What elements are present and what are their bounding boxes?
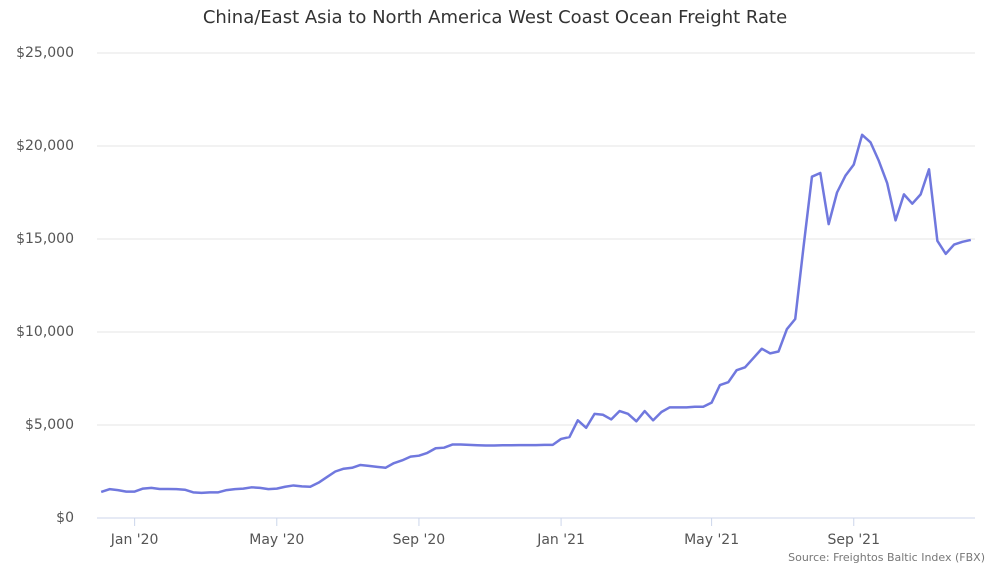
chart-title: China/East Asia to North America West Co…	[203, 7, 787, 28]
x-tick-label: Sep '21	[828, 532, 881, 548]
x-tick-label: Jan '21	[536, 532, 585, 548]
source-note: Source: Freightos Baltic Index (FBX)	[788, 551, 985, 564]
x-tick-label: Jan '20	[110, 532, 159, 548]
y-tick-label: $10,000	[16, 324, 74, 340]
x-tick-label: Sep '20	[393, 532, 446, 548]
line-series	[100, 133, 972, 495]
y-tick-label: $15,000	[16, 231, 74, 247]
y-tick-label: $5,000	[25, 417, 74, 433]
x-tick-label: May '20	[249, 532, 304, 548]
y-tick-label: $20,000	[16, 138, 74, 154]
y-tick-label: $0	[56, 510, 74, 526]
x-tick-label: May '21	[684, 532, 739, 548]
y-tick-label: $25,000	[16, 45, 74, 61]
